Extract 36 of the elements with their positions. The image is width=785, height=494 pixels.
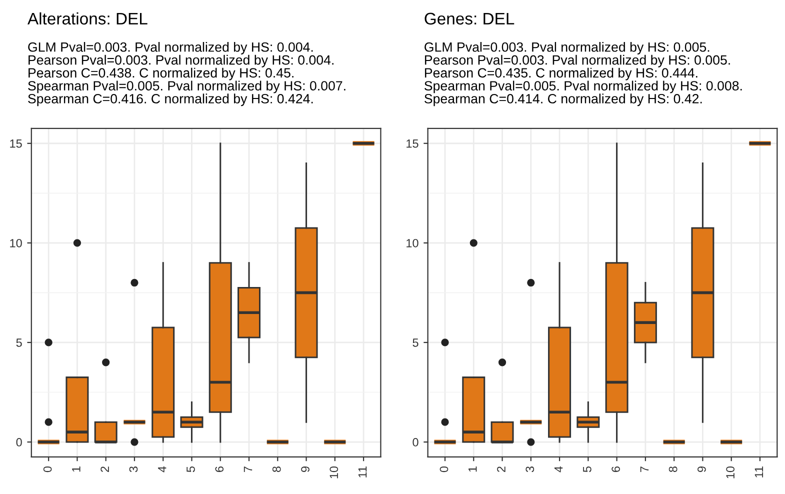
- x-tick-label: 6: [215, 466, 224, 472]
- x-tick-label: 0: [440, 466, 448, 472]
- x-tick-label: 1: [72, 466, 80, 472]
- x-tick-label: 6: [612, 466, 620, 472]
- y-tick-label: 15: [406, 140, 418, 148]
- chart-subtitle: GLM Pval=0.003. Pval normalized by HS: 0.005. Pearson Pval=0.003. Pval normalized by HS: 0.005. Pearson C=0.435. C normalized by HS: 0.444. Spearman Pval=0.005. Pval normalized by HS: 0.008. Spearman C=0.414. C normalized by HS: 0.42.: [424, 42, 742, 106]
- x-tick-label: 11: [358, 466, 367, 478]
- x-tick-label: 4: [158, 466, 166, 472]
- chart-title: Genes: DEL: [424, 12, 514, 25]
- y-tick-label: 10: [10, 238, 22, 248]
- y-tick-label: 15: [10, 140, 22, 148]
- x-tick-label: 0: [43, 466, 52, 472]
- y-tick-label: 0: [16, 438, 22, 446]
- x-tick-label: 9: [698, 466, 706, 472]
- x-tick-label: 3: [129, 466, 138, 472]
- x-tick-label: 11: [754, 466, 764, 478]
- x-tick-label: 7: [640, 466, 648, 472]
- x-tick-label: 7: [244, 466, 252, 472]
- x-tick-label: 2: [497, 466, 506, 472]
- x-tick-label: 5: [186, 466, 195, 472]
- x-tick-label: 4: [554, 466, 563, 472]
- y-tick-label: 10: [406, 238, 418, 248]
- x-tick-label: 10: [330, 466, 338, 478]
- chart-title: Alterations: DEL: [28, 12, 148, 25]
- x-tick-label: 8: [668, 466, 678, 472]
- x-tick-label: 10: [726, 466, 735, 478]
- chart-subtitle: GLM Pval=0.003. Pval normalized by HS: 0.004. Pearson Pval=0.003. Pval normalized by HS: 0.004. Pearson C=0.438. C normalized by HS: 0.45. Spearman Pval=0.005. Pval normalized by HS: 0.007. Spearman C=0.416. C normalized by HS: 0.424.: [28, 42, 346, 106]
- y-tick-label: 5: [412, 338, 418, 347]
- x-tick-label: 8: [272, 466, 281, 472]
- x-tick-label: 5: [583, 466, 592, 472]
- x-tick-label: 3: [526, 466, 534, 472]
- y-tick-label: 0: [412, 438, 418, 446]
- y-tick-label: 5: [16, 338, 22, 347]
- x-tick-label: 9: [301, 466, 310, 472]
- x-tick-label: 1: [468, 466, 477, 472]
- x-tick-label: 2: [100, 466, 109, 472]
